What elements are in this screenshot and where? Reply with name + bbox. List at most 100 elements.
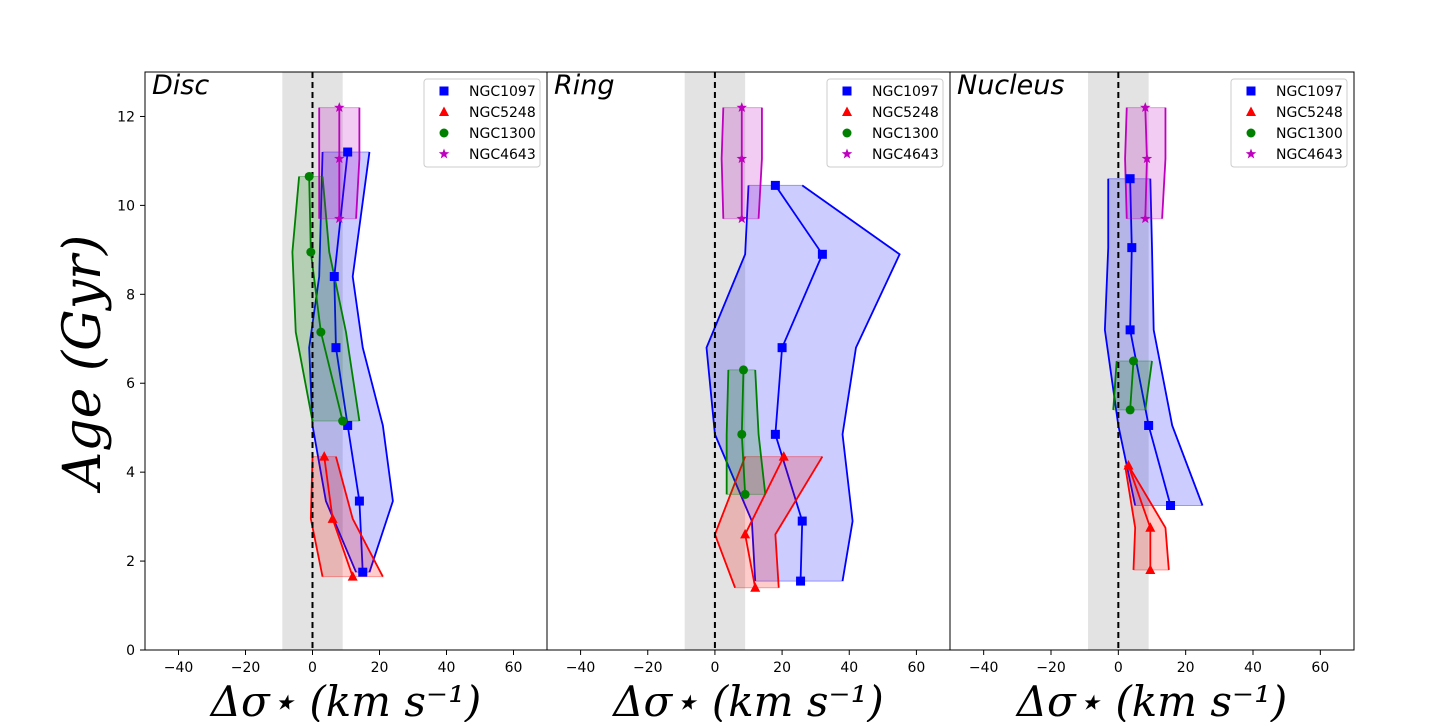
point-ngc1097: [329, 272, 339, 282]
point-ngc1300: [1125, 405, 1135, 415]
point-ngc5248: [740, 528, 751, 539]
x-tick-label: 60: [505, 660, 523, 676]
upper-line-ngc1097: [801, 184, 901, 582]
series-line-ngc1097: [774, 184, 824, 582]
upper-line-ngc1300: [321, 176, 361, 422]
point-ngc1300: [306, 247, 316, 257]
point-ngc1097: [1125, 174, 1135, 184]
y-tick-label: 0: [126, 643, 135, 659]
point-ngc1300: [304, 171, 314, 181]
legend-label-ngc5248: NGC5248: [872, 105, 939, 121]
x-tick-label: 20: [1177, 660, 1195, 676]
lower-line-ngc4643: [720, 107, 725, 219]
legend-box: [423, 78, 541, 168]
lower-line-ngc5248: [1124, 465, 1137, 571]
upper-line-ngc5248: [335, 456, 384, 578]
y-tick-label: 10: [117, 198, 135, 214]
point-ngc4643: [334, 213, 345, 224]
upper-line-ngc4643: [355, 107, 361, 219]
legend-label-ngc1097: NGC1097: [872, 84, 939, 100]
y-tick-label: 2: [126, 554, 135, 570]
plot-area: [684, 72, 901, 650]
point-ngc5248: [778, 451, 789, 461]
point-ngc1097: [797, 516, 807, 526]
panel-ring: −40 −20 0 20 40 60 Ring Δσ⋆ (km s⁻¹) NGC1097 NGC5…: [546, 70, 951, 722]
series-line-ngc1097: [333, 151, 364, 573]
upper-line-ngc5248: [1127, 465, 1170, 571]
x-tick-label: 60: [1311, 660, 1329, 676]
legend-label-ngc1300: NGC1300: [1276, 126, 1343, 142]
point-ngc1097: [331, 343, 341, 353]
series-line-ngc1300: [308, 176, 344, 422]
x-tick-label: 20: [773, 660, 791, 676]
point-ngc5248: [347, 571, 358, 581]
point-ngc1300: [338, 416, 348, 426]
y-tick-label: 8: [126, 287, 135, 303]
envelope-ngc5248: [714, 456, 823, 588]
x-tick-label: 0: [308, 660, 317, 676]
x-tick-label: 20: [371, 660, 389, 676]
point-ngc5248: [327, 513, 338, 523]
upper-line-ngc4643: [1161, 107, 1167, 219]
point-ngc4643: [736, 102, 748, 113]
x-tick-label: 0: [710, 660, 719, 676]
x-tick-label: 40: [438, 660, 456, 676]
upper-line-ngc4643: [757, 107, 763, 219]
legend-label-ngc4643: NGC4643: [469, 147, 536, 163]
x-tick-label: −40: [164, 660, 194, 676]
point-ngc1097: [1166, 501, 1176, 510]
envelope-ngc1097: [706, 185, 900, 582]
point-ngc5248: [1123, 459, 1134, 470]
legend-label-ngc1097: NGC1097: [469, 84, 536, 100]
envelope-ngc1300: [726, 369, 766, 495]
point-ngc1097: [770, 429, 780, 439]
point-ngc4643: [334, 102, 345, 113]
x-tick-label: 60: [908, 660, 926, 676]
series-line-ngc1300: [1129, 360, 1135, 410]
x-tick-label: −20: [231, 660, 261, 676]
plot-area: [1088, 72, 1204, 650]
y-axis-label: Age (Gyr): [53, 235, 113, 494]
panel-disc: −40 −20 0 20 40 60 0 2 4 6 8 10 12 Disc Δσ⋆ (km s⁻¹) NG…: [117, 70, 548, 722]
point-ngc4643: [736, 153, 748, 164]
lower-line-ngc1097: [705, 185, 757, 582]
legend-marker-ngc4643: [1245, 148, 1257, 159]
legend-marker-ngc1300: [842, 128, 852, 138]
upper-line-ngc1300: [754, 369, 767, 495]
point-ngc1097: [354, 496, 364, 506]
legend-label-ngc4643: NGC4643: [1276, 147, 1343, 163]
x-axis-label: Δσ⋆ (km s⁻¹): [209, 677, 482, 722]
legend-marker-ngc4643: [438, 148, 450, 159]
point-ngc1300: [1128, 356, 1138, 366]
point-ngc1097: [343, 147, 353, 157]
legend-label-ngc1300: NGC1300: [469, 126, 536, 142]
legend-marker-ngc5248: [1246, 106, 1256, 116]
lower-line-ngc1300: [725, 369, 730, 495]
point-ngc1097: [777, 343, 787, 353]
lower-line-ngc4643: [1124, 107, 1128, 219]
point-ngc5248: [1145, 564, 1156, 574]
envelope-ngc1300: [292, 176, 360, 422]
point-ngc1097: [770, 180, 780, 190]
plot-area: [282, 72, 394, 650]
y-tick-label: 12: [117, 109, 135, 125]
panel-title: Ring: [554, 70, 615, 101]
upper-line-ngc1300: [1144, 360, 1153, 411]
point-ngc1097: [817, 249, 827, 259]
point-ngc4643: [1140, 102, 1151, 113]
y-tick-label: 4: [126, 465, 135, 481]
legend-marker-ngc5248: [439, 106, 449, 116]
legend-marker-ngc1300: [1246, 128, 1256, 138]
point-ngc4643: [1141, 153, 1153, 164]
point-ngc4643: [736, 213, 748, 224]
legend-box: [826, 78, 944, 168]
legend-marker-ngc1097: [439, 86, 449, 96]
upper-line-ngc1097: [1149, 178, 1204, 506]
point-ngc1097: [1125, 325, 1135, 335]
x-axis-label: Δσ⋆ (km s⁻¹): [1015, 677, 1288, 722]
point-ngc4643: [1140, 213, 1151, 224]
point-ngc1097: [343, 420, 353, 430]
legend: NGC1097 NGC5248 NGC1300 NGC4643: [423, 78, 541, 168]
x-tick-label: 40: [840, 660, 858, 676]
